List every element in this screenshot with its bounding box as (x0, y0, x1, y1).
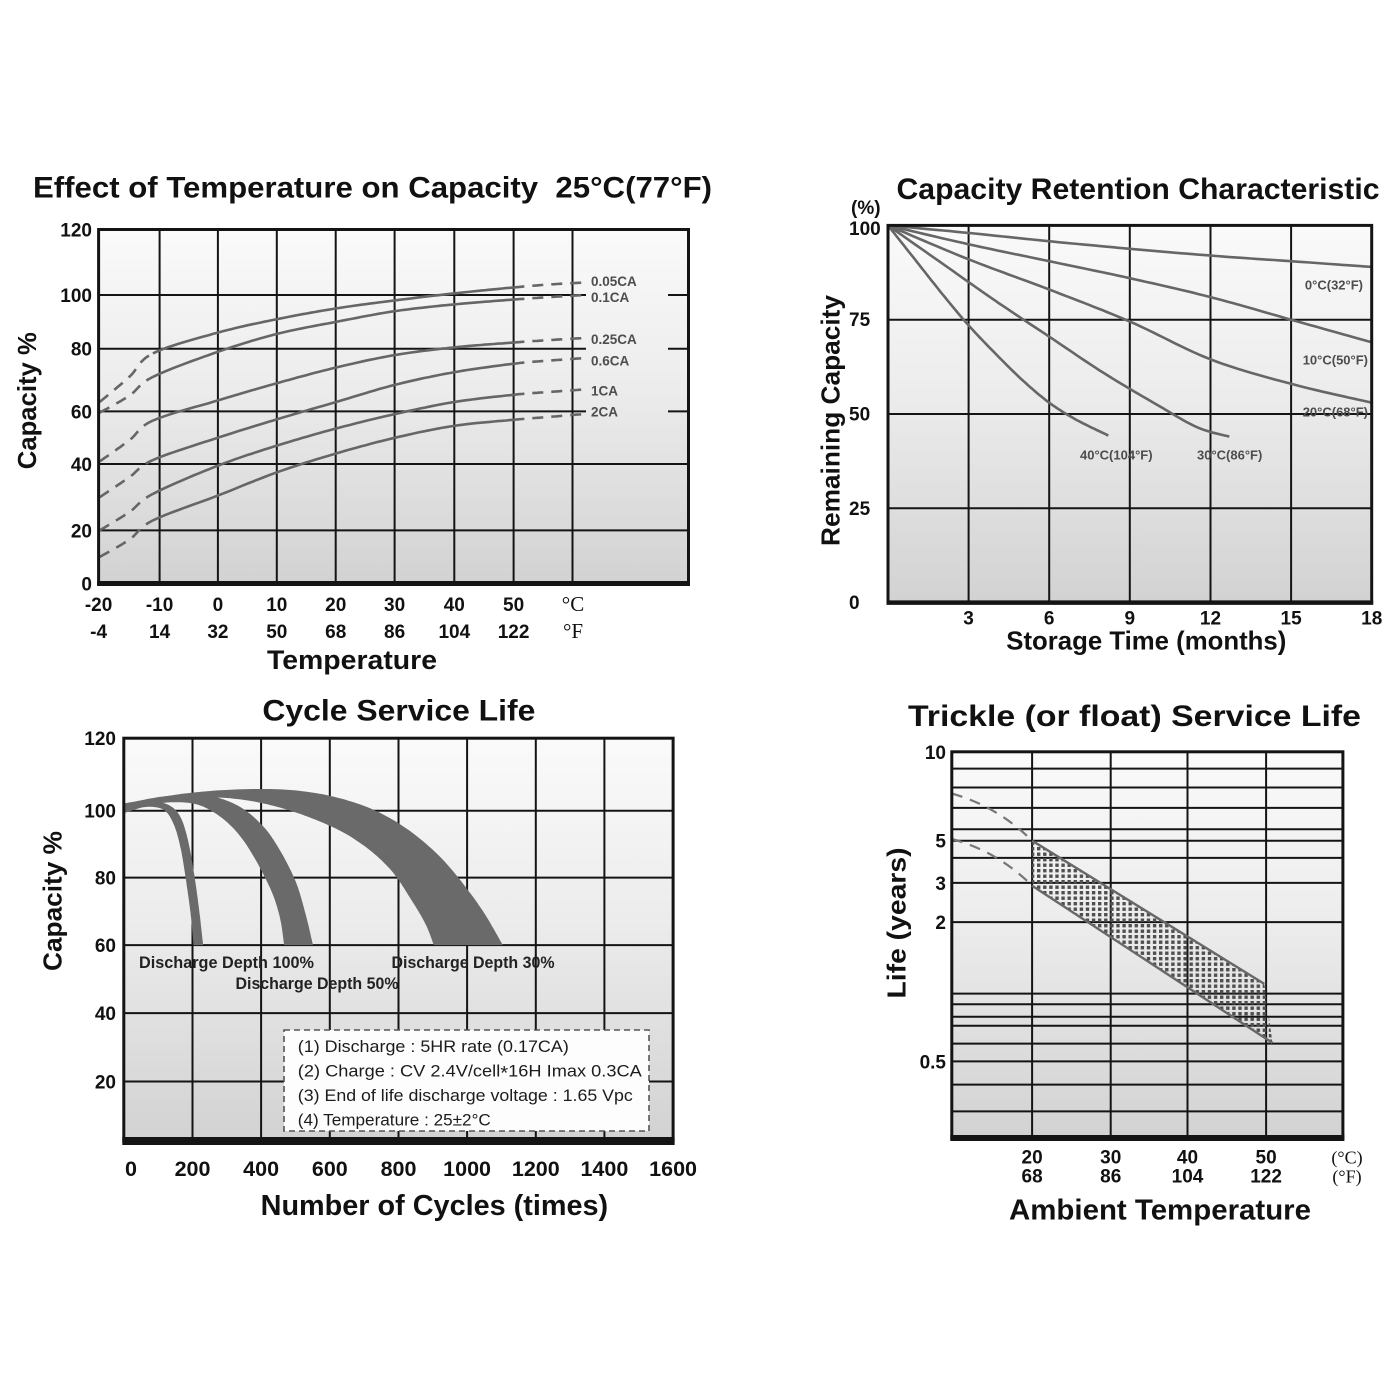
svg-text:(3) End of life discharge volt: (3) End of life discharge voltage : 1.65… (298, 1086, 634, 1105)
svg-text:1200: 1200 (512, 1157, 560, 1181)
svg-text:15: 15 (1281, 609, 1303, 630)
svg-text:Capacity Retention Characteris: Capacity Retention Characteristic (897, 173, 1380, 206)
svg-text:68: 68 (1022, 1167, 1043, 1188)
svg-text:(2) Charge : CV 2.4V/cell*16H: (2) Charge : CV 2.4V/cell *16H Imax 0.3CA (298, 1061, 643, 1084)
svg-text:68: 68 (325, 622, 346, 643)
svg-text:40: 40 (95, 1004, 116, 1025)
svg-text:Temperature: Temperature (267, 645, 437, 675)
svg-text:-4: -4 (90, 622, 107, 643)
svg-text:20: 20 (1022, 1148, 1043, 1169)
svg-text:1000: 1000 (443, 1157, 491, 1181)
svg-text:120: 120 (60, 221, 92, 242)
svg-text:Effect of Temperature on Capac: Effect of Temperature on Capacity 25°C(7… (33, 171, 712, 204)
svg-text:50: 50 (1256, 1148, 1277, 1169)
svg-text:10°C(50°F): 10°C(50°F) (1303, 353, 1368, 368)
svg-text:Life (years): Life (years) (882, 848, 912, 999)
svg-text:Discharge Depth 50%: Discharge Depth 50% (236, 974, 399, 993)
svg-text:(°C): (°C) (1331, 1148, 1362, 1169)
svg-text:14: 14 (149, 622, 171, 643)
svg-text:3: 3 (935, 874, 946, 895)
svg-text:50: 50 (849, 405, 870, 426)
svg-text:0.5: 0.5 (920, 1052, 947, 1073)
svg-text:40: 40 (71, 455, 92, 476)
svg-text:(4) Temperature : 25±2°C: (4) Temperature : 25±2°C (298, 1111, 491, 1130)
svg-text:5: 5 (935, 832, 946, 853)
svg-text:86: 86 (1100, 1167, 1121, 1188)
svg-text:0.1CA: 0.1CA (591, 290, 630, 305)
svg-text:Ambient Temperature: Ambient Temperature (1009, 1195, 1311, 1227)
svg-text:40: 40 (444, 595, 465, 616)
svg-text:100: 100 (84, 802, 116, 823)
svg-text:800: 800 (381, 1157, 417, 1181)
svg-text:40°C(104°F): 40°C(104°F) (1080, 448, 1153, 463)
svg-text:50: 50 (266, 622, 287, 643)
svg-text:0.25CA: 0.25CA (591, 332, 637, 347)
svg-text:100: 100 (849, 219, 881, 240)
svg-text:122: 122 (1250, 1167, 1282, 1188)
svg-text:Capacity %: Capacity % (12, 332, 42, 469)
svg-text:0: 0 (849, 593, 860, 614)
svg-text:6: 6 (1044, 609, 1055, 630)
svg-text:60: 60 (71, 402, 92, 423)
svg-text:40: 40 (1177, 1148, 1198, 1169)
svg-text:18: 18 (1361, 609, 1382, 630)
svg-text:-10: -10 (146, 595, 173, 616)
svg-text:2CA: 2CA (591, 404, 618, 419)
svg-text:(°F): (°F) (1332, 1167, 1361, 1188)
svg-text:1CA: 1CA (591, 384, 618, 399)
svg-text:25: 25 (849, 499, 871, 520)
svg-text:9: 9 (1125, 609, 1136, 630)
svg-text:0: 0 (125, 1157, 137, 1181)
svg-text:Discharge Depth 30%: Discharge Depth 30% (392, 953, 555, 972)
svg-text:°F: °F (563, 619, 583, 643)
svg-text:80: 80 (71, 340, 92, 361)
svg-text:2: 2 (935, 913, 946, 934)
svg-text:Trickle (or float) Service Lif: Trickle (or float) Service Life (908, 700, 1361, 733)
svg-text:Number of Cycles (times): Number of Cycles (times) (261, 1190, 609, 1222)
svg-text:120: 120 (84, 729, 116, 750)
svg-text:0°C(32°F): 0°C(32°F) (1305, 278, 1363, 293)
svg-text:°C: °C (562, 592, 584, 616)
svg-text:75: 75 (849, 310, 871, 331)
svg-text:600: 600 (312, 1157, 348, 1181)
svg-text:(%): (%) (851, 198, 881, 219)
svg-text:32: 32 (207, 622, 228, 643)
svg-text:10: 10 (925, 743, 946, 764)
svg-text:0.6CA: 0.6CA (591, 354, 630, 369)
svg-text:104: 104 (438, 622, 470, 643)
svg-text:30: 30 (1100, 1148, 1121, 1169)
svg-text:1400: 1400 (580, 1157, 628, 1181)
svg-text:-20: -20 (85, 595, 112, 616)
svg-text:122: 122 (498, 622, 530, 643)
svg-text:20: 20 (95, 1073, 116, 1094)
svg-text:20°C(68°F): 20°C(68°F) (1303, 405, 1368, 420)
svg-text:50: 50 (503, 595, 524, 616)
svg-text:10: 10 (266, 595, 287, 616)
svg-text:Cycle Service Life: Cycle Service Life (262, 695, 535, 728)
svg-text:400: 400 (243, 1157, 279, 1181)
svg-text:30: 30 (384, 595, 405, 616)
svg-text:12: 12 (1200, 609, 1221, 630)
svg-text:0: 0 (81, 575, 92, 596)
svg-text:Remaining Capacity: Remaining Capacity (816, 294, 846, 546)
svg-text:60: 60 (95, 936, 116, 957)
svg-text:0.05CA: 0.05CA (591, 274, 637, 289)
svg-text:20: 20 (325, 595, 346, 616)
svg-text:104: 104 (1172, 1167, 1204, 1188)
svg-text:200: 200 (175, 1157, 211, 1181)
svg-text:(1) Discharge : 5HR rate (0.17: (1) Discharge : 5HR rate (0.17CA) (298, 1037, 569, 1056)
svg-text:3: 3 (963, 609, 974, 630)
svg-text:Capacity %: Capacity % (37, 831, 67, 971)
svg-text:Discharge Depth 100%: Discharge Depth 100% (139, 953, 314, 972)
svg-text:30°C(86°F): 30°C(86°F) (1197, 448, 1262, 463)
svg-text:80: 80 (95, 869, 116, 890)
svg-text:100: 100 (60, 286, 92, 307)
svg-text:0: 0 (213, 595, 224, 616)
svg-text:Storage Time (months): Storage Time (months) (1006, 626, 1286, 656)
svg-text:86: 86 (384, 622, 405, 643)
svg-text:20: 20 (71, 521, 92, 542)
svg-text:1600: 1600 (649, 1157, 697, 1181)
